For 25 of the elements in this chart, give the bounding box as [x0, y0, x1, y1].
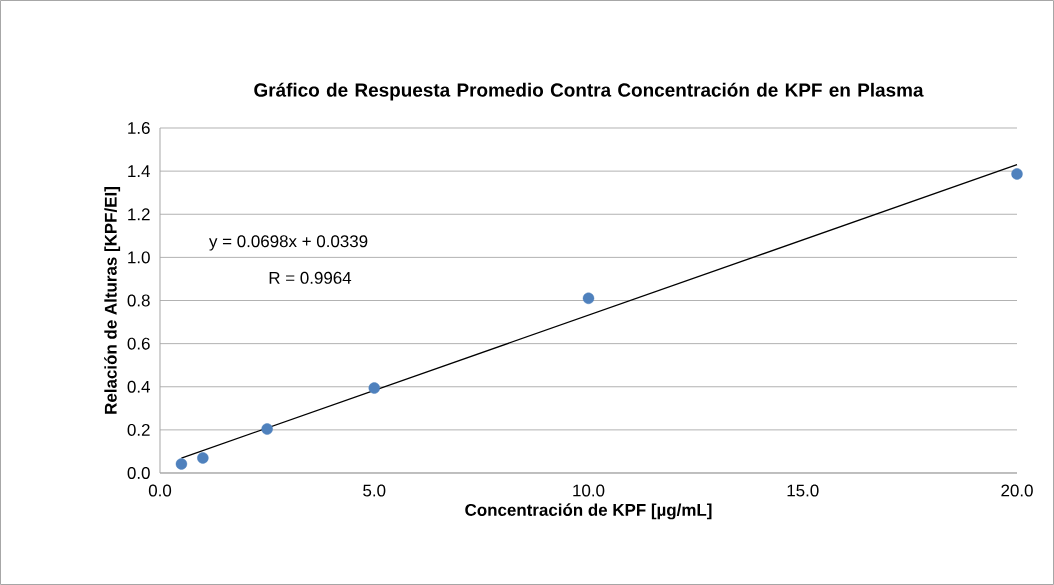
x-axis-title: Concentración de KPF [µg/mL] [465, 503, 712, 520]
annotation: R = 0.9964 [269, 271, 352, 284]
point [175, 458, 188, 470]
x-tick-label: 20.0 [1001, 484, 1033, 497]
point [197, 452, 209, 464]
y-tick-label: 1.0 [128, 251, 150, 264]
y-axis-title: Relación de Alturas [KPF/EI] [104, 187, 121, 414]
y-tick-label: 0.6 [127, 337, 150, 350]
point [1011, 168, 1023, 180]
x-tick-label: 0.0 [148, 484, 172, 497]
chart-title: Gráfico de Respuesta Promedio Contra Concentración de KPF en Plasma [254, 82, 924, 101]
y-tick-label: 1.4 [128, 165, 150, 177]
point [368, 382, 380, 394]
point [261, 423, 273, 435]
y-tick-label: 1.2 [128, 208, 150, 221]
x-tick-label: 5.0 [363, 484, 386, 497]
x-tick-label: 15.0 [787, 484, 819, 497]
y-tick-label: 1.6 [128, 122, 150, 134]
point [582, 292, 595, 305]
y-tick-label: 0.4 [127, 380, 150, 393]
y-tick-label: 0.0 [127, 467, 150, 479]
annotation: y = 0.0698x + 0.0339 [209, 235, 368, 251]
y-tick-label: 0.8 [127, 294, 150, 307]
x-tick-label: 10.0 [573, 484, 605, 497]
y-tick-label: 0.2 [127, 423, 150, 436]
